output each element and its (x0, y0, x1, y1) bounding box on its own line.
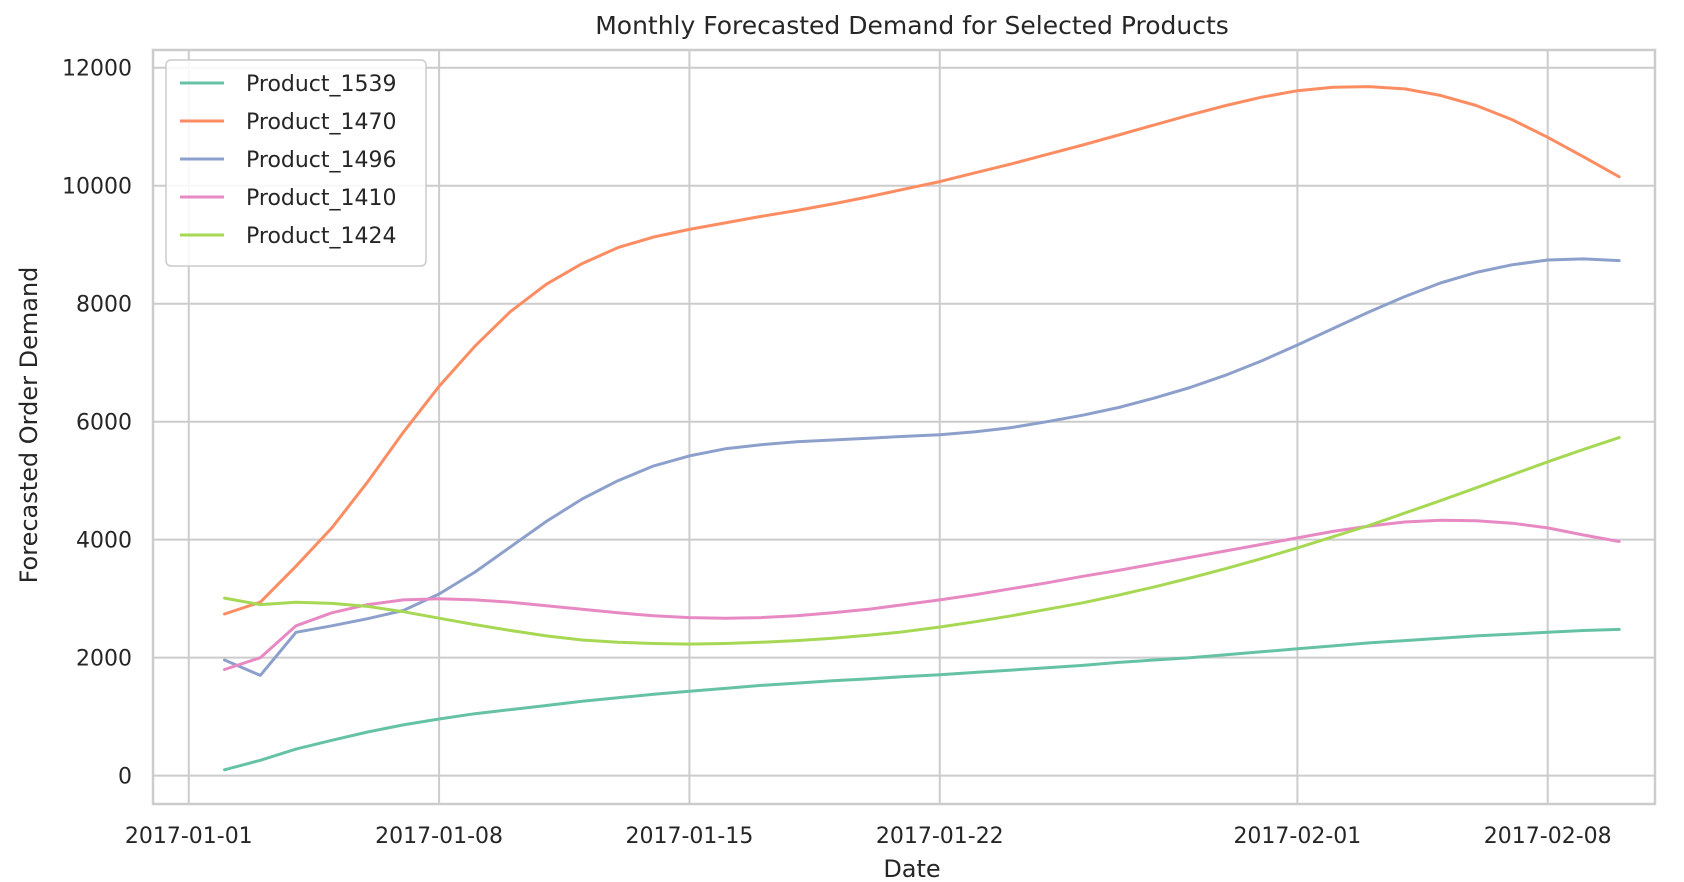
y-tick-label: 4000 (76, 529, 132, 554)
x-tick-label: 2017-02-01 (1233, 824, 1361, 849)
x-axis-title: Date (883, 855, 940, 882)
y-axis-title: Forecasted Order Demand (15, 267, 43, 584)
grid (153, 50, 1655, 804)
y-tick-labels: 0 2000 4000 6000 8000 10000 12000 (62, 57, 132, 790)
y-tick-label: 2000 (76, 647, 132, 672)
legend-label: Product_1539 (246, 72, 397, 97)
legend-box (165, 59, 427, 267)
y-tick-label: 10000 (62, 175, 132, 200)
series-line-product_1424 (223, 436, 1621, 646)
y-tick-label: 0 (118, 765, 132, 790)
x-tick-labels: 2017-01-01 2017-01-08 2017-01-15 2017-01-22… (125, 824, 1612, 849)
x-tick-label: 2017-01-01 (125, 824, 253, 849)
series-line-product_1539 (223, 627, 1621, 772)
y-tick-label: 12000 (62, 57, 132, 82)
legend-label: Product_1424 (246, 224, 397, 249)
plot-border (151, 48, 1657, 806)
series-line-product_1470 (223, 85, 1621, 616)
x-tick-label: 2017-02-08 (1484, 824, 1612, 849)
legend-label: Product_1470 (246, 110, 397, 135)
y-tick-label: 6000 (76, 411, 132, 436)
y-tick-label: 8000 (76, 293, 132, 318)
x-tick-label: 2017-01-22 (876, 824, 1004, 849)
x-tick-label: 2017-01-15 (625, 824, 753, 849)
plot-frame (151, 48, 1657, 806)
legend-label: Product_1410 (246, 186, 397, 211)
series-line-product_1410 (223, 518, 1621, 671)
chart-title: Monthly Forecasted Demand for Selected P… (595, 11, 1229, 40)
series-lines (223, 85, 1621, 772)
series-line-product_1496 (223, 257, 1621, 677)
legend-label: Product_1496 (246, 148, 397, 173)
x-tick-label: 2017-01-08 (375, 824, 503, 849)
legend: Product_1539 Product_1470 Product_1496 Prod… (165, 59, 427, 267)
